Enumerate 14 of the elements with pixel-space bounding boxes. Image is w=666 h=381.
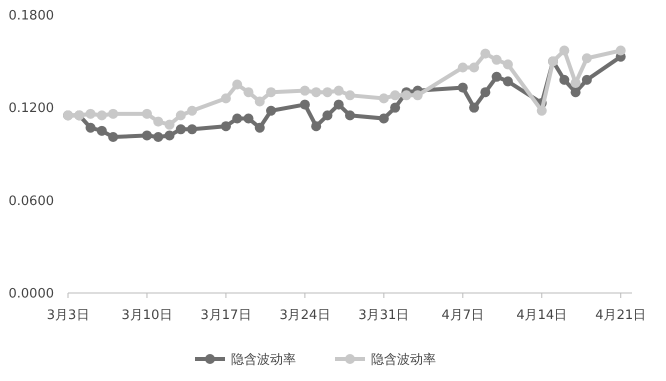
legend-label: 隐含波动率 bbox=[371, 352, 436, 368]
x-tick-label: 3月3日 bbox=[46, 308, 90, 323]
x-tick-label: 3月31日 bbox=[358, 308, 410, 323]
y-tick-label: 0.0600 bbox=[8, 194, 54, 209]
x-tick-label: 3月24日 bbox=[279, 308, 330, 323]
x-tick-label: 4月14日 bbox=[516, 308, 568, 323]
x-tick-label: 4月7日 bbox=[442, 308, 484, 323]
x-tick-label: 4月21日 bbox=[595, 308, 646, 323]
x-tick-label: 3月17日 bbox=[200, 308, 252, 323]
y-tick-label: 0.1800 bbox=[8, 8, 54, 24]
y-tick-label: 0.0000 bbox=[8, 286, 54, 302]
x-tick-label: 3月10日 bbox=[122, 308, 172, 323]
y-tick-label: 0.1200 bbox=[8, 101, 54, 116]
legend-label: 隐含波动率 bbox=[231, 352, 296, 368]
